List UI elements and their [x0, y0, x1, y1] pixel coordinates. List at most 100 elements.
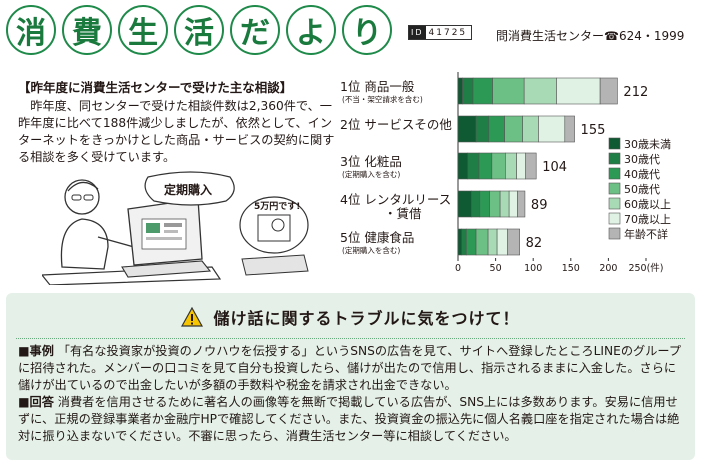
title-char: よ: [286, 5, 336, 55]
bar-segment: [505, 152, 517, 180]
case-label: ■事例: [18, 344, 54, 358]
notice-box: 儲け話に関するトラブルに気をつけて！ ■事例 「有名な投資家が投資のノウハウを伝…: [6, 293, 695, 460]
bar-segment: [504, 115, 523, 143]
bar-segment: [499, 190, 510, 218]
total-label: 155: [581, 123, 606, 138]
total-label: 89: [531, 198, 548, 213]
legend-swatch: [608, 152, 621, 165]
legend-swatch: [608, 227, 621, 240]
case-paragraph: ■事例 「有名な投資家が投資のノウハウを伝授する」というSNSの広告を見て、サイ…: [18, 343, 682, 394]
bar-segment: [479, 190, 490, 218]
legend-swatch: [608, 167, 621, 180]
category-note: (不当・架空請求を含む): [342, 94, 423, 104]
category-label-line2: ・賃借: [384, 206, 422, 221]
bar-segment: [556, 77, 601, 105]
legend-swatch: [608, 137, 621, 150]
bar-segment: [599, 77, 618, 105]
legend-label: 30歳未満: [624, 138, 671, 151]
title-char: 活: [174, 5, 224, 55]
notice-title-row: 儲け話に関するトラブルに気をつけて！: [6, 305, 695, 329]
category-label: 1位 商品一般: [340, 79, 415, 94]
bar-segment: [507, 228, 520, 256]
title-char: 費: [62, 5, 112, 55]
title-char: り: [342, 5, 392, 55]
legend-label: 50歳代: [624, 183, 660, 196]
total-label: 212: [623, 85, 648, 100]
case-text: 「有名な投資家が投資のノウハウを伝授する」というSNSの広告を見て、サイトへ登録…: [18, 344, 682, 392]
bar-segment: [487, 228, 498, 256]
legend-label: 30歳代: [624, 153, 660, 166]
legend-swatch: [608, 197, 621, 210]
category-label: 2位 サービスその他: [340, 117, 452, 132]
bar-segment: [517, 190, 526, 218]
category-label: 5位 健康食品: [340, 230, 414, 245]
x-tick-label: 200: [599, 263, 617, 274]
bar-segment: [457, 77, 463, 105]
summary: 【昨年度に消費生活センターで受けた主な相談】 昨年度、同センターで受けた相談件数…: [18, 80, 336, 166]
id-mark: ID: [409, 26, 426, 39]
bar-segment: [457, 190, 472, 218]
answer-paragraph: ■回答 消費者を信用させるために著名人の画像等を無断で掲載している広告が、SNS…: [18, 394, 682, 445]
x-tick-label: 0: [455, 263, 461, 274]
consultation-chart: 1位 商品一般(不当・架空請求を含む) 212 2位 サービスその他 155 3位 化粧…: [340, 72, 671, 274]
bar-segment: [496, 228, 508, 256]
x-tick-label: 50: [490, 263, 502, 274]
bar-segment: [475, 228, 489, 256]
id-number: 41725: [428, 27, 468, 38]
x-tick-label: 100: [524, 263, 542, 274]
category-note: (定期購入を含む): [342, 245, 400, 255]
bar-segment: [525, 152, 537, 180]
x-tick-label: 150: [562, 263, 580, 274]
title-char: 生: [118, 5, 168, 55]
consumer-illustration: 定期購入 5万円です!: [42, 171, 309, 285]
bar-segment: [492, 77, 525, 105]
title-char: だ: [230, 5, 280, 55]
bar-segment: [564, 115, 575, 143]
legend-label: 60歳以上: [624, 198, 671, 211]
legend-label: 年齢不詳: [624, 227, 668, 241]
legend-label: 70歳以上: [624, 213, 671, 226]
bar-segment: [516, 152, 526, 180]
x-tick-label: 250(件): [628, 262, 663, 274]
answer-text: 消費者を信用させるために著名人の画像等を無断で掲載している広告が、SNS上には多…: [18, 395, 680, 443]
bar-segment: [471, 190, 481, 218]
total-label: 104: [542, 160, 567, 175]
bar-segment: [461, 228, 467, 256]
bar-segment: [489, 190, 501, 218]
legend-swatch: [608, 212, 621, 225]
title-char: 消: [6, 5, 56, 55]
bar-segment: [457, 152, 469, 180]
bar-segment: [457, 115, 477, 143]
notice-body: ■事例 「有名な投資家が投資のノウハウを伝授する」というSNSの広告を見て、サイ…: [18, 343, 682, 445]
notice-divider: [16, 338, 685, 339]
bar-segment: [508, 190, 518, 218]
id-badge: ID 41725: [408, 25, 473, 40]
bar-segment: [491, 152, 506, 180]
bar-segment: [538, 115, 566, 143]
summary-body: 昨年度、同センターで受けた相談件数は2,360件で、一昨年度に比べて188件減少…: [18, 99, 335, 164]
bar-segment: [457, 228, 463, 256]
warning-icon: [181, 307, 204, 327]
bar-segment: [465, 228, 477, 256]
legend-label: 40歳代: [624, 168, 660, 181]
answer-label: ■回答: [18, 395, 54, 409]
summary-heading: 【昨年度に消費生活センターで受けた主な相談】: [18, 80, 293, 95]
notice-title: 儲け話に関するトラブルに気をつけて！: [213, 309, 520, 328]
speech-text-2: 5万円です!: [254, 201, 300, 212]
bar-segment: [478, 152, 493, 180]
header: 消 費 生 活 だ よ り ID 41725 問消費生活センター☎624・199…: [0, 0, 701, 66]
bar-segment: [462, 77, 474, 105]
bar-segment: [488, 115, 505, 143]
category-note: (定期購入を含む): [342, 169, 400, 179]
bar-segment: [523, 77, 557, 105]
legend-swatch: [608, 182, 621, 195]
speech-text-1: 定期購入: [164, 182, 212, 197]
bar-segment: [472, 77, 493, 105]
contact-info: 問消費生活センター☎624・1999: [496, 29, 685, 43]
category-label: 4位 レンタルリース: [340, 192, 451, 207]
total-label: 82: [526, 236, 543, 251]
bar-segment: [475, 115, 490, 143]
category-label: 3位 化粧品: [340, 154, 402, 169]
bar-segment: [522, 115, 539, 143]
bar-segment: [467, 152, 480, 180]
